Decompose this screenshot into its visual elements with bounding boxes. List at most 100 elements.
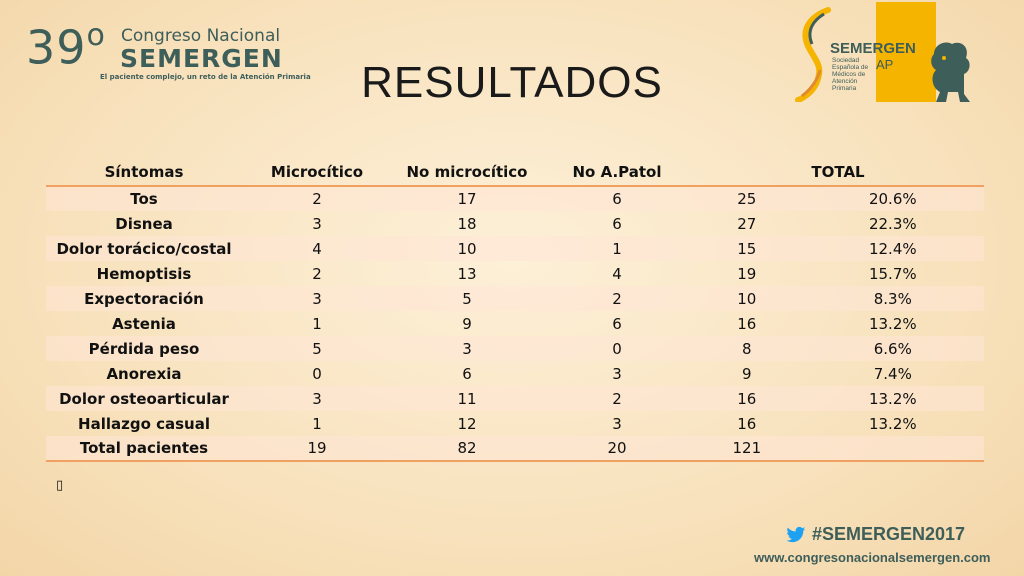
value-cell: 1 bbox=[312, 414, 322, 433]
value-cell: 25 bbox=[692, 186, 802, 211]
value-cell: 13.2% bbox=[801, 386, 984, 411]
table-row: Pérdida peso 5 3 0 8 6.6% bbox=[46, 336, 984, 361]
table-row: Hallazgo casual 1 12 3 16 13.2% bbox=[46, 411, 984, 436]
symptom-cell: Expectoración bbox=[46, 286, 242, 311]
value-cell: 27 bbox=[737, 214, 757, 233]
header-microcitico: Microcítico bbox=[242, 156, 392, 187]
value-cell: 22.3% bbox=[868, 214, 917, 233]
table-body: Tos 2 17 6 25 20.6% Disnea 3 18 6 27 22.3% Dolor tor… bbox=[46, 186, 984, 462]
value-cell: 6.6% bbox=[801, 336, 984, 361]
value-cell: 6 bbox=[612, 314, 622, 333]
symptom-cell: Dolor osteoarticular bbox=[46, 386, 242, 411]
value-cell: 16 bbox=[737, 414, 757, 433]
table-row: Disnea 3 18 6 27 22.3% bbox=[46, 211, 984, 236]
congress-logo: 39o Congreso Nacional SEMERGEN El pacien… bbox=[26, 18, 316, 90]
header-no-a-patol: No A.Patol bbox=[542, 156, 692, 187]
logo-ap: AP bbox=[876, 57, 894, 72]
twitter-icon bbox=[786, 526, 806, 543]
value-cell: 12.4% bbox=[801, 236, 984, 261]
results-table: Síntomas Microcítico No microcítico No A… bbox=[46, 156, 984, 462]
value-cell: 0 bbox=[312, 364, 322, 383]
website-link[interactable]: www.congresonacionalsemergen.com bbox=[754, 550, 991, 565]
symptom-cell: Astenia bbox=[112, 314, 176, 333]
table-row: Hemoptisis 2 13 4 19 15.7% bbox=[46, 261, 984, 286]
table-row: Total pacientes 19 82 20 121 bbox=[46, 436, 984, 462]
header-no-microcitico: No microcítico bbox=[392, 156, 542, 187]
value-cell: 3 bbox=[242, 386, 392, 411]
value-cell: 10 bbox=[692, 286, 802, 311]
value-cell: 7.4% bbox=[873, 364, 912, 383]
value-cell: 0 bbox=[542, 336, 692, 361]
value-cell: 16 bbox=[737, 314, 757, 333]
value-cell: 16 bbox=[692, 386, 802, 411]
value-cell: 20 bbox=[542, 436, 692, 462]
value-cell: 82 bbox=[392, 436, 542, 462]
value-cell: 11 bbox=[392, 386, 542, 411]
value-cell: 3 bbox=[312, 214, 322, 233]
symptom-cell: Hallazgo casual bbox=[78, 414, 210, 433]
table-header-row: Síntomas Microcítico No microcítico No A… bbox=[46, 156, 984, 187]
table-row: Tos 2 17 6 25 20.6% bbox=[46, 186, 984, 211]
value-cell: 121 bbox=[692, 436, 802, 462]
header-total: TOTAL bbox=[692, 156, 984, 187]
congress-tagline: El paciente complejo, un reto de la Aten… bbox=[100, 73, 311, 81]
value-cell: 4 bbox=[242, 236, 392, 261]
value-cell: 13.2% bbox=[868, 314, 917, 333]
value-cell: 15.7% bbox=[868, 264, 917, 283]
value-cell: 18 bbox=[457, 214, 477, 233]
value-cell: 5 bbox=[242, 336, 392, 361]
symptom-cell: Dolor torácico/costal bbox=[46, 236, 242, 261]
value-cell: 10 bbox=[392, 236, 542, 261]
value-cell: 13.2% bbox=[868, 414, 917, 433]
value-cell: 8.3% bbox=[801, 286, 984, 311]
value-cell: 2 bbox=[542, 286, 692, 311]
value-cell: 19 bbox=[737, 264, 757, 283]
congress-number: 39o bbox=[26, 18, 106, 75]
value-cell bbox=[801, 436, 984, 462]
value-cell: 9 bbox=[462, 314, 472, 333]
value-cell: 6 bbox=[542, 186, 692, 211]
symptom-cell: Pérdida peso bbox=[46, 336, 242, 361]
value-cell: 19 bbox=[242, 436, 392, 462]
footnote-glyph: ▯ bbox=[56, 478, 64, 493]
value-cell: 20.6% bbox=[801, 186, 984, 211]
value-cell: 2 bbox=[312, 264, 322, 283]
congress-name: Congreso Nacional bbox=[121, 26, 281, 46]
s-mark-icon bbox=[795, 7, 831, 102]
value-cell: 4 bbox=[612, 264, 622, 283]
value-cell: 12 bbox=[457, 414, 477, 433]
value-cell: 1 bbox=[542, 236, 692, 261]
value-cell: 3 bbox=[612, 414, 622, 433]
table-row: Astenia 1 9 6 16 13.2% bbox=[46, 311, 984, 336]
table-row: Expectoración 3 5 2 10 8.3% bbox=[46, 286, 984, 311]
value-cell: 5 bbox=[392, 286, 542, 311]
logo-yellow-block bbox=[876, 2, 936, 102]
logo-subtitle: Sociedad Española de Médicos de Atención… bbox=[832, 57, 869, 92]
symptom-cell: Hemoptisis bbox=[96, 264, 192, 283]
page-title: RESULTADOS bbox=[361, 58, 663, 107]
value-cell: 2 bbox=[242, 186, 392, 211]
value-cell: 3 bbox=[242, 286, 392, 311]
lion-icon bbox=[931, 42, 970, 102]
symptom-cell: Total pacientes bbox=[46, 436, 242, 462]
symptom-cell: Anorexia bbox=[106, 364, 182, 383]
value-cell: 9 bbox=[742, 364, 752, 383]
hashtag: #SEMERGEN2017 bbox=[812, 524, 966, 544]
value-cell: 6 bbox=[612, 214, 622, 233]
value-cell: 8 bbox=[692, 336, 802, 361]
value-cell: 3 bbox=[392, 336, 542, 361]
value-cell: 2 bbox=[542, 386, 692, 411]
value-cell: 13 bbox=[457, 264, 477, 283]
value-cell: 15 bbox=[692, 236, 802, 261]
logo-name: SEMERGEN bbox=[830, 40, 916, 57]
value-cell: 3 bbox=[612, 364, 622, 383]
table-row: Dolor osteoarticular 3 11 2 16 13.2% bbox=[46, 386, 984, 411]
value-cell: 17 bbox=[392, 186, 542, 211]
semergen-logo: SEMERGEN AP Sociedad Española de Médicos… bbox=[790, 2, 990, 107]
table-row: Anorexia 0 6 3 9 7.4% bbox=[46, 361, 984, 386]
symptom-cell: Disnea bbox=[115, 214, 173, 233]
value-cell: 6 bbox=[462, 364, 472, 383]
table-row: Dolor torácico/costal 4 10 1 15 12.4% bbox=[46, 236, 984, 261]
congress-brand: SEMERGEN bbox=[120, 44, 283, 73]
value-cell: 1 bbox=[312, 314, 322, 333]
